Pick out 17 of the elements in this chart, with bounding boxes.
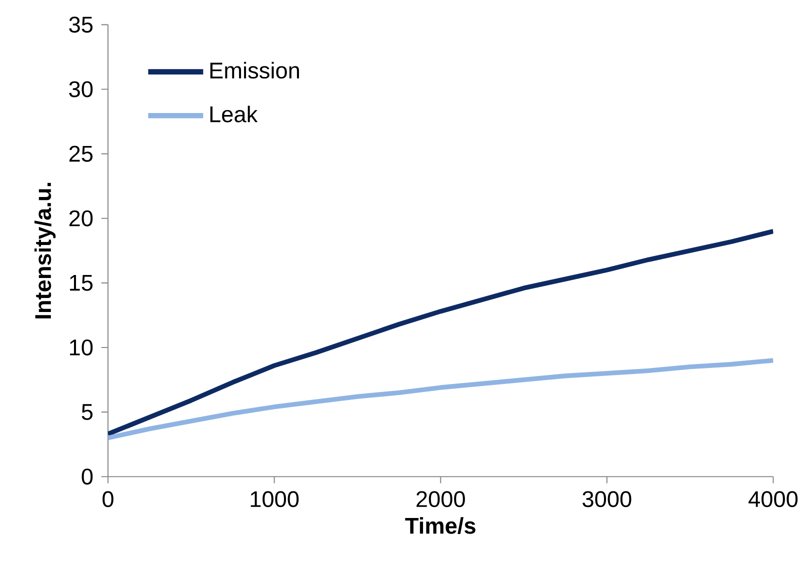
legend-label: Emission xyxy=(210,62,299,79)
legend-label: Leak xyxy=(210,106,258,122)
y-tick-label: 35 xyxy=(69,16,93,33)
y-tick-label: 20 xyxy=(69,210,93,226)
y-axis-title: Intensity/a.u. xyxy=(34,182,56,318)
y-tick-label: 15 xyxy=(70,275,93,291)
x-axis-title: Time/s xyxy=(405,517,476,534)
x-tick-label: 0 xyxy=(102,491,114,508)
y-tick-label: 30 xyxy=(69,81,93,98)
x-tick-label: 1000 xyxy=(250,491,299,508)
x-tick-label: 4000 xyxy=(748,491,798,508)
y-tick-label: 10 xyxy=(70,339,93,356)
x-tick-label: 3000 xyxy=(582,491,632,508)
y-tick-label: 25 xyxy=(69,146,93,162)
y-tick-label: 0 xyxy=(82,468,93,485)
x-tick-label: 2000 xyxy=(416,491,465,508)
y-tick-label: 5 xyxy=(82,404,93,420)
